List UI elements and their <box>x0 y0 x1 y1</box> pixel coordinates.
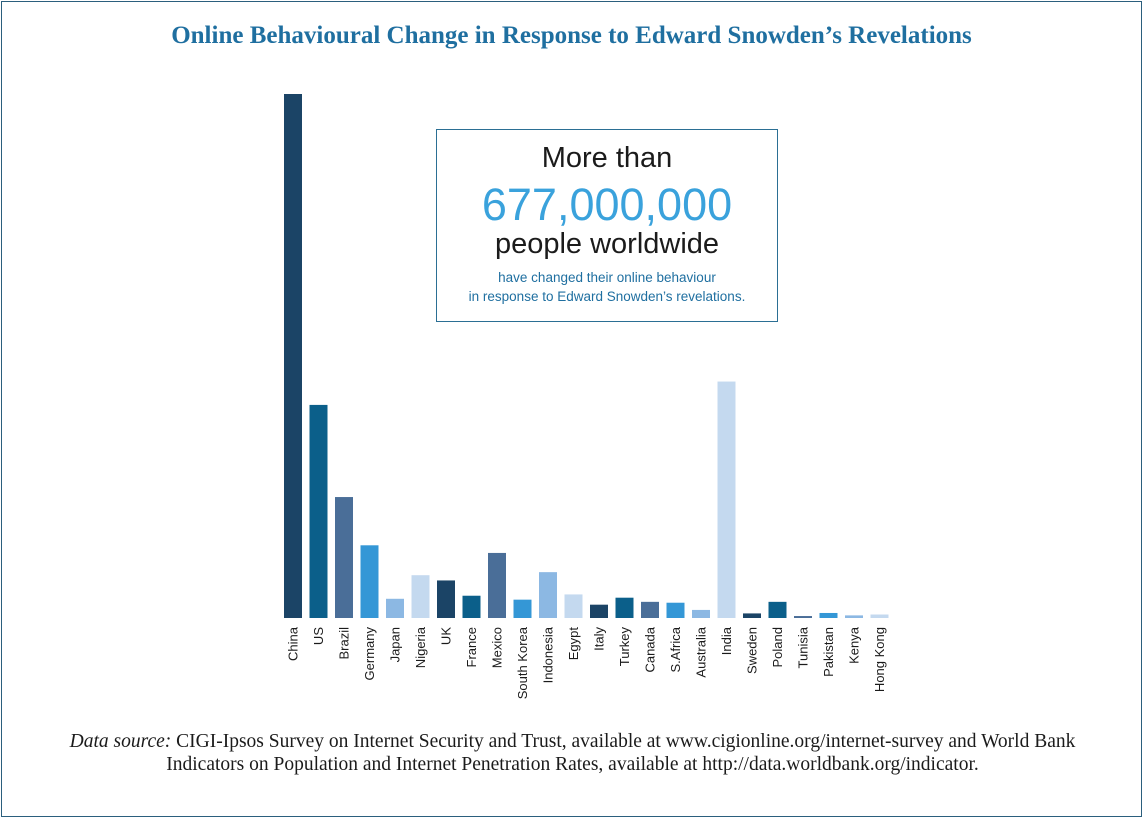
tick-label: Italy <box>592 627 607 651</box>
tick-label: Egypt <box>566 627 581 661</box>
tick-label: Japan <box>388 627 403 662</box>
callout-number: 677,000,000 <box>481 179 733 230</box>
tick-label: Poland <box>770 627 785 667</box>
bar-sweden <box>743 613 761 618</box>
tick-label: China <box>286 626 301 661</box>
tick-label: Hong Kong <box>872 627 887 692</box>
bar-poland <box>768 601 787 618</box>
bar-mexico <box>488 552 506 618</box>
bar-hong-kong <box>870 614 889 618</box>
bar-japan <box>386 598 404 618</box>
data-source-note: Data source: CIGI-Ipsos Survey on Intern… <box>40 730 1105 776</box>
data-source-text: CIGI-Ipsos Survey on Internet Security a… <box>166 731 1076 775</box>
tick-label: Indonesia <box>541 626 556 683</box>
tick-label: Turkey <box>617 627 632 667</box>
tick-label: Pakistan <box>821 627 836 677</box>
bar-india <box>717 381 736 618</box>
bar-tunisia <box>794 616 812 618</box>
bar-uk <box>437 580 455 618</box>
bar-us <box>309 404 328 618</box>
tick-label: UK <box>439 627 454 645</box>
tick-label: South Korea <box>515 626 530 699</box>
tick-label: Kenya <box>847 626 862 664</box>
bar-france <box>462 595 481 618</box>
bar-s-africa <box>666 602 685 618</box>
bar-germany <box>360 545 379 618</box>
tick-label: S.Africa <box>668 626 683 672</box>
tick-label: Germany <box>362 627 377 681</box>
tick-label: Brazil <box>337 627 352 660</box>
tick-label: France <box>464 627 479 667</box>
callout-line-4: have changed their online behaviour <box>498 270 716 285</box>
bar-china <box>284 94 302 618</box>
bar-turkey <box>615 597 634 618</box>
bar-indonesia <box>539 572 557 618</box>
bar-egypt <box>564 594 583 618</box>
bar-italy <box>590 604 608 618</box>
tick-label: India <box>719 626 734 655</box>
tick-label: Sweden <box>745 627 760 674</box>
data-source-label: Data source: <box>69 731 172 752</box>
tick-label: Canada <box>643 626 658 672</box>
callout-line-3: people worldwide <box>494 228 720 260</box>
callout-box: More than 677,000,000 people worldwide h… <box>436 129 778 322</box>
tick-label: Australia <box>694 626 709 677</box>
tick-label: Tunisia <box>796 626 811 668</box>
chart-title: Online Behavioural Change in Response to… <box>171 22 972 49</box>
callout-line-5: in response to Edward Snowden’s revelati… <box>468 289 746 304</box>
bar-nigeria <box>411 575 430 618</box>
bar-australia <box>692 609 710 618</box>
bar-pakistan <box>819 612 838 618</box>
tick-label: Nigeria <box>413 626 428 668</box>
bar-canada <box>641 601 659 618</box>
callout-line-1: More than <box>541 142 673 174</box>
bar-brazil <box>335 497 353 618</box>
bar-kenya <box>845 615 863 618</box>
bar-south-korea <box>513 599 532 618</box>
tick-label: US <box>311 627 326 645</box>
tick-label: Mexico <box>490 627 505 668</box>
